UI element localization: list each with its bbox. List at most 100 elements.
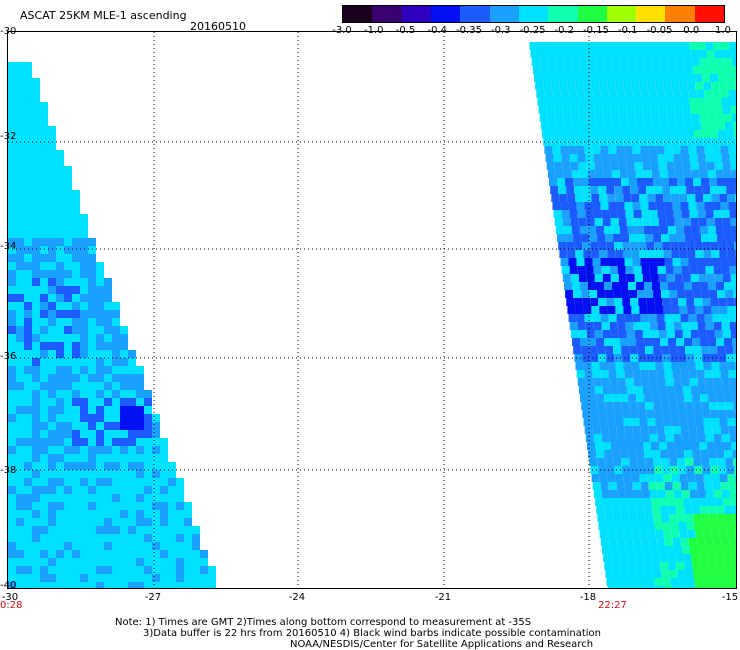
swath-cell <box>648 426 657 434</box>
swath-cell <box>698 274 707 282</box>
swath-cell <box>104 574 112 582</box>
swath-cell <box>545 154 554 162</box>
swath-cell <box>578 330 587 338</box>
swath-cell <box>666 386 675 394</box>
swath-cell <box>40 366 48 374</box>
swath-cell <box>684 506 693 514</box>
swath-cell <box>729 322 736 330</box>
swath-cell <box>586 50 595 58</box>
swath-cell <box>639 362 648 370</box>
swath-cell <box>136 462 144 470</box>
swath-cell <box>727 138 736 146</box>
swath-cell <box>136 382 144 390</box>
swath-cell <box>590 130 599 138</box>
swath-cell <box>583 82 592 90</box>
swath-cell <box>709 178 718 186</box>
swath-cell <box>144 414 152 422</box>
swath-cell <box>581 346 590 354</box>
swath-cell <box>597 514 606 522</box>
swath-cell <box>714 274 723 282</box>
swath-cell <box>673 490 682 498</box>
swath-cell <box>24 374 32 382</box>
swath-cell <box>694 466 703 474</box>
color-scale-tick: -0.35 <box>456 25 482 36</box>
swath-cell <box>695 306 704 314</box>
swath-cell <box>665 42 674 50</box>
swath-cell <box>80 342 88 350</box>
swath-cell <box>96 454 104 462</box>
swath-cell <box>681 546 690 554</box>
swath-cell <box>732 450 736 458</box>
swath-cell <box>144 398 152 406</box>
swath-cell <box>48 414 56 422</box>
swath-cell <box>634 106 643 114</box>
swath-cell <box>597 178 606 186</box>
swath-cell <box>734 466 736 474</box>
swath-cell <box>591 306 600 314</box>
swath-cell <box>96 462 104 470</box>
swath-cell <box>684 450 693 458</box>
swath-cell <box>556 66 565 74</box>
swath-cell <box>607 250 616 258</box>
swath-cell <box>698 330 707 338</box>
swath-cell <box>615 474 624 482</box>
swath-cell <box>80 382 88 390</box>
swath-cell <box>727 530 736 538</box>
swath-cell <box>112 462 120 470</box>
swath-cell <box>168 582 176 588</box>
swath-cell <box>597 290 606 298</box>
swath-cell <box>721 98 730 106</box>
swath-cell <box>8 374 16 382</box>
swath-cell <box>568 90 577 98</box>
swath-cell <box>588 66 597 74</box>
swath-cell <box>719 362 728 370</box>
swath-cell <box>617 42 626 50</box>
swath-cell <box>606 74 615 82</box>
swath-cell <box>624 538 633 546</box>
swath-cell <box>717 402 726 410</box>
swath-cell <box>592 426 601 434</box>
swath-cell <box>72 438 80 446</box>
swath-cell <box>80 302 88 310</box>
swath-cell <box>711 530 720 538</box>
swath-cell <box>655 586 664 588</box>
swath-cell <box>702 186 711 194</box>
swath-cell <box>136 430 144 438</box>
swath-cell <box>96 302 104 310</box>
swath-cell <box>24 86 32 94</box>
swath-cell <box>120 518 128 526</box>
swath-cell <box>559 194 568 202</box>
swath-cell <box>727 474 736 482</box>
swath-cell <box>16 486 24 494</box>
swath-cell <box>32 222 40 230</box>
swath-cell <box>617 434 626 442</box>
swath-cell <box>56 302 64 310</box>
swath-cell <box>639 194 648 202</box>
swath-cell <box>630 74 639 82</box>
swath-cell <box>677 178 686 186</box>
swath-cell <box>614 354 623 362</box>
swath-cell <box>24 222 32 230</box>
swath-cell <box>566 186 575 194</box>
swath-cell <box>610 330 619 338</box>
swath-cell <box>669 458 678 466</box>
swath-cell <box>16 238 24 246</box>
swath-cell <box>80 398 88 406</box>
swath-cell <box>24 326 32 334</box>
swath-cell <box>675 226 684 234</box>
swath-cell <box>8 566 16 574</box>
swath-cell <box>112 566 120 574</box>
swath-cell <box>96 486 104 494</box>
swath-cell <box>727 362 736 370</box>
swath-cell <box>618 274 627 282</box>
swath-cell <box>32 326 40 334</box>
swath-cell <box>88 414 96 422</box>
swath-cell <box>579 282 588 290</box>
swath-cell <box>726 298 735 306</box>
swath-cell <box>559 82 568 90</box>
swath-cell <box>96 390 104 398</box>
swath-cell <box>714 386 723 394</box>
swath-cell <box>48 166 56 174</box>
swath-cell <box>641 546 650 554</box>
swath-cell <box>692 122 701 130</box>
